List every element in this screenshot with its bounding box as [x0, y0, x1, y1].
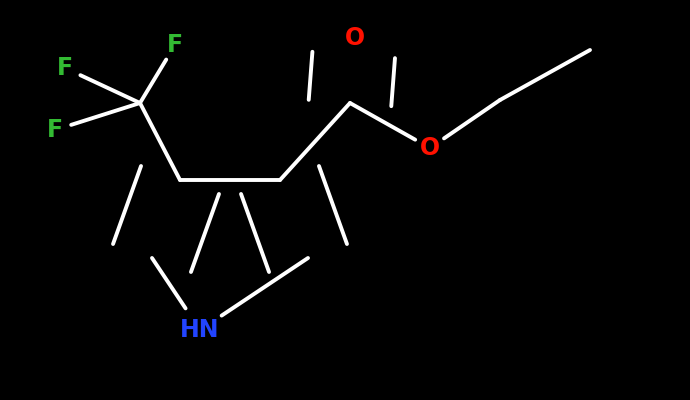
Text: F: F — [47, 118, 63, 142]
Text: O: O — [345, 26, 365, 50]
Text: F: F — [57, 56, 73, 80]
Text: O: O — [420, 136, 440, 160]
Text: HN: HN — [180, 318, 219, 342]
Text: F: F — [167, 33, 183, 57]
